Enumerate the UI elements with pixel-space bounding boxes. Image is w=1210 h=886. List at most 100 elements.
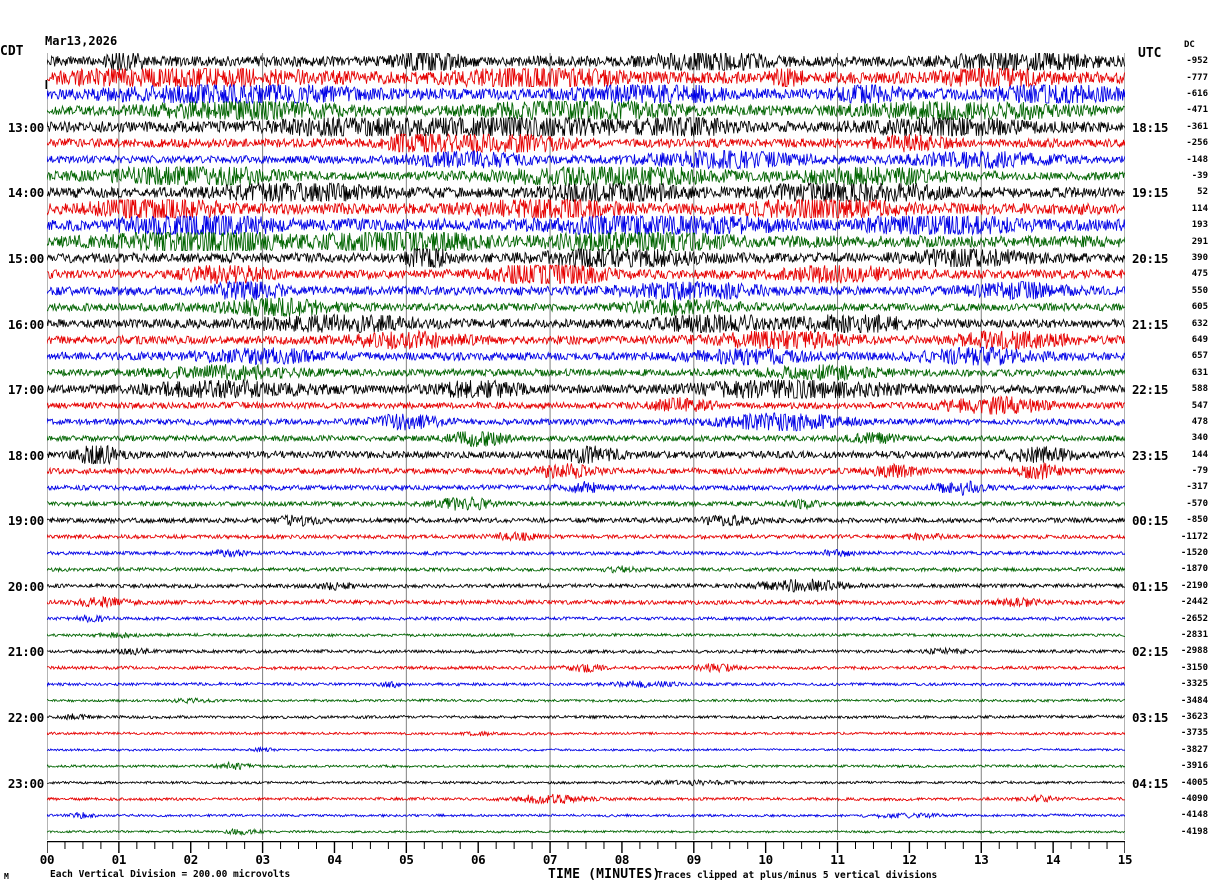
seismic-trace [47, 99, 1125, 121]
seismic-trace [47, 116, 1125, 138]
dc-value-label: -4148 [1180, 810, 1208, 821]
clip-note: Traces clipped at plus/minus 5 vertical … [657, 870, 938, 881]
dc-value-label: -616 [1186, 88, 1208, 99]
dc-value-label: -39 [1191, 170, 1208, 181]
dc-value-label: 193 [1191, 220, 1208, 231]
right-time-label: 00:15 [1132, 513, 1169, 529]
left-time-label: 13:00 [7, 119, 44, 135]
dc-value-label: -3916 [1180, 761, 1208, 772]
dc-value-label: 52 [1197, 187, 1208, 198]
dc-value-label: -2988 [1180, 646, 1208, 657]
dc-value-label: 475 [1191, 269, 1208, 280]
seismic-trace [47, 827, 1125, 837]
x-axis-tick-label: 07 [542, 852, 558, 867]
x-axis-tick-label: 14 [1045, 852, 1061, 867]
seismic-trace [47, 297, 1125, 318]
dc-value-label: -361 [1186, 121, 1208, 132]
seismic-trace [47, 83, 1125, 105]
x-axis-tick-label: 02 [183, 852, 198, 867]
dc-value-label: -850 [1186, 515, 1208, 526]
seismic-trace [47, 346, 1125, 366]
seismic-trace [47, 480, 1125, 496]
right-time-label: 01:15 [1132, 578, 1169, 594]
seismic-trace [47, 713, 1125, 721]
x-axis-tick-label: 10 [758, 852, 773, 867]
seismic-trace [47, 329, 1125, 351]
left-time-label: 18:00 [7, 447, 44, 463]
dc-value-label: -3735 [1180, 728, 1208, 739]
dc-value-label: -79 [1191, 466, 1208, 477]
seismic-trace [47, 53, 1125, 72]
seismic-trace [47, 313, 1125, 334]
seismic-trace [47, 811, 1125, 820]
dc-value-label: 114 [1191, 203, 1208, 214]
seismic-trace [47, 214, 1125, 236]
right-time-label: 23:15 [1132, 447, 1169, 463]
seismic-trace [47, 462, 1125, 480]
seismic-trace [47, 793, 1125, 805]
dc-value-label: -3623 [1180, 712, 1208, 723]
x-axis-tick-label: 05 [399, 852, 414, 867]
seismic-trace [47, 531, 1125, 542]
dc-value-label: -3150 [1180, 662, 1208, 673]
dc-value-label: 340 [1191, 433, 1208, 444]
x-axis-tick-label: 12 [902, 852, 917, 867]
left-time-label: 22:00 [7, 710, 44, 726]
left-time-label: 21:00 [7, 644, 44, 660]
x-axis-tick-label: 04 [327, 852, 342, 867]
seismic-trace [47, 412, 1125, 432]
dc-value-label: -4198 [1180, 826, 1208, 837]
seismic-trace [47, 778, 1125, 787]
seismic-trace [47, 198, 1125, 220]
x-axis-tick-label: 09 [686, 852, 702, 867]
corner-mark: M [4, 872, 9, 881]
dc-value-label: -317 [1186, 482, 1208, 493]
seismogram-plot [47, 53, 1125, 840]
right-time-label: 21:15 [1132, 316, 1169, 332]
seismic-trace [47, 444, 1125, 466]
x-axis-tick-label: 13 [974, 852, 989, 867]
dc-value-label: 588 [1191, 384, 1208, 395]
right-time-label: 19:15 [1132, 185, 1169, 201]
seismic-trace [47, 514, 1125, 527]
dc-value-label: 649 [1191, 334, 1208, 345]
dc-value-label: -4090 [1180, 794, 1208, 804]
left-time-label: 17:00 [7, 382, 44, 398]
left-timezone-label: CDT [0, 44, 24, 59]
dc-value-label: -4005 [1180, 777, 1208, 788]
seismic-trace [47, 578, 1125, 593]
left-time-label: 14:00 [7, 185, 44, 201]
dc-value-label: -2190 [1180, 580, 1208, 591]
dc-value-label: 547 [1191, 400, 1208, 411]
dc-value-label: -3325 [1180, 679, 1208, 690]
left-time-label: 19:00 [7, 513, 44, 529]
dc-value-label: 657 [1191, 351, 1208, 362]
seismic-trace [47, 548, 1125, 558]
seismic-trace [47, 247, 1125, 269]
x-axis-tick-label: 11 [830, 852, 845, 867]
dc-value-label: -2831 [1180, 630, 1208, 641]
right-time-label: 02:15 [1132, 644, 1169, 660]
dc-value-label: -471 [1186, 105, 1208, 116]
x-axis-tick-label: 01 [111, 852, 127, 867]
dc-value-label: -1870 [1180, 564, 1208, 575]
seismic-trace [47, 280, 1125, 302]
seismic-trace [47, 264, 1125, 285]
dc-value-label: 390 [1191, 252, 1208, 263]
dc-value-label: -3484 [1180, 695, 1208, 706]
seismic-trace [47, 760, 1125, 771]
seismic-trace [47, 363, 1125, 382]
dc-value-label: 632 [1191, 318, 1208, 329]
seismic-trace [47, 631, 1125, 639]
right-time-label: 20:15 [1132, 250, 1169, 266]
dc-value-label: 478 [1191, 416, 1208, 427]
right-time-label: 18:15 [1132, 119, 1169, 135]
seismic-trace [47, 133, 1125, 154]
left-time-label: 16:00 [7, 316, 44, 332]
left-time-label: 23:00 [7, 775, 44, 791]
dc-value-label: -256 [1186, 138, 1208, 149]
x-axis-ticks [46, 840, 1126, 854]
right-timezone-label: UTC [1138, 46, 1162, 61]
seismic-trace [47, 431, 1125, 448]
dc-column-label: DC [1184, 40, 1195, 50]
